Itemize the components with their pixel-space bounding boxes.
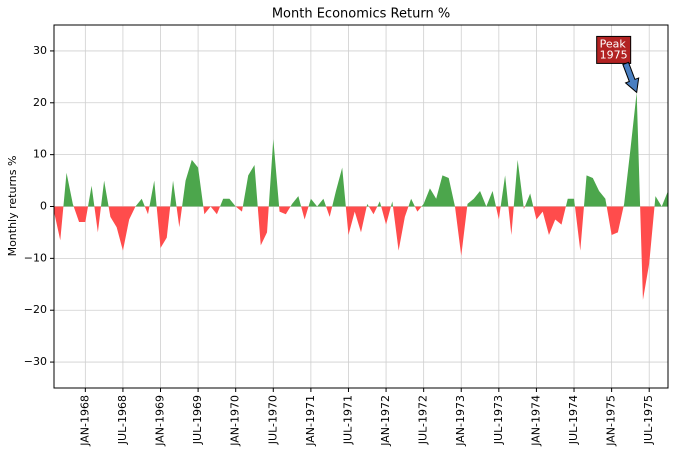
- x-tick-label: JAN-1969: [154, 395, 167, 447]
- x-tick-label: JAN-1974: [529, 395, 542, 447]
- x-tick-label: JUL-1975: [642, 395, 655, 445]
- chart-title: Month Economics Return %: [272, 7, 450, 22]
- x-tick-label: JUL-1973: [492, 395, 505, 445]
- x-tick-label: JUL-1974: [567, 395, 580, 445]
- x-tick-label: JUL-1971: [341, 395, 354, 445]
- positive-area: [54, 92, 668, 207]
- plot-frame: [53, 24, 669, 389]
- x-tick-label: JUL-1968: [116, 395, 129, 445]
- y-tick-label: 0: [40, 200, 47, 213]
- y-tick-label: −20: [24, 303, 47, 316]
- annotation-box: [596, 35, 632, 64]
- y-tick-label: 10: [33, 148, 47, 161]
- annotation-arrow: [622, 61, 640, 94]
- y-tick-label: −10: [24, 251, 47, 264]
- y-axis-label: Monthly returns %: [6, 156, 19, 257]
- annotation-text: Peak: [600, 37, 627, 50]
- y-tick-label: 20: [33, 96, 47, 109]
- x-tick-label: JAN-1975: [605, 395, 618, 447]
- annotation-text: 1975: [600, 48, 628, 61]
- negative-area: [54, 206, 668, 300]
- x-tick-label: JAN-1973: [454, 395, 467, 447]
- x-tick-label: JAN-1972: [379, 395, 392, 447]
- x-tick-label: JUL-1970: [266, 395, 279, 445]
- x-tick-label: JUL-1969: [191, 395, 204, 445]
- y-tick-label: 30: [33, 44, 47, 57]
- x-tick-label: JAN-1971: [304, 395, 317, 447]
- x-tick-label: JAN-1970: [229, 395, 242, 447]
- x-tick-label: JUL-1972: [417, 395, 430, 445]
- x-tick-label: JAN-1968: [78, 395, 91, 447]
- y-tick-label: −30: [24, 355, 47, 368]
